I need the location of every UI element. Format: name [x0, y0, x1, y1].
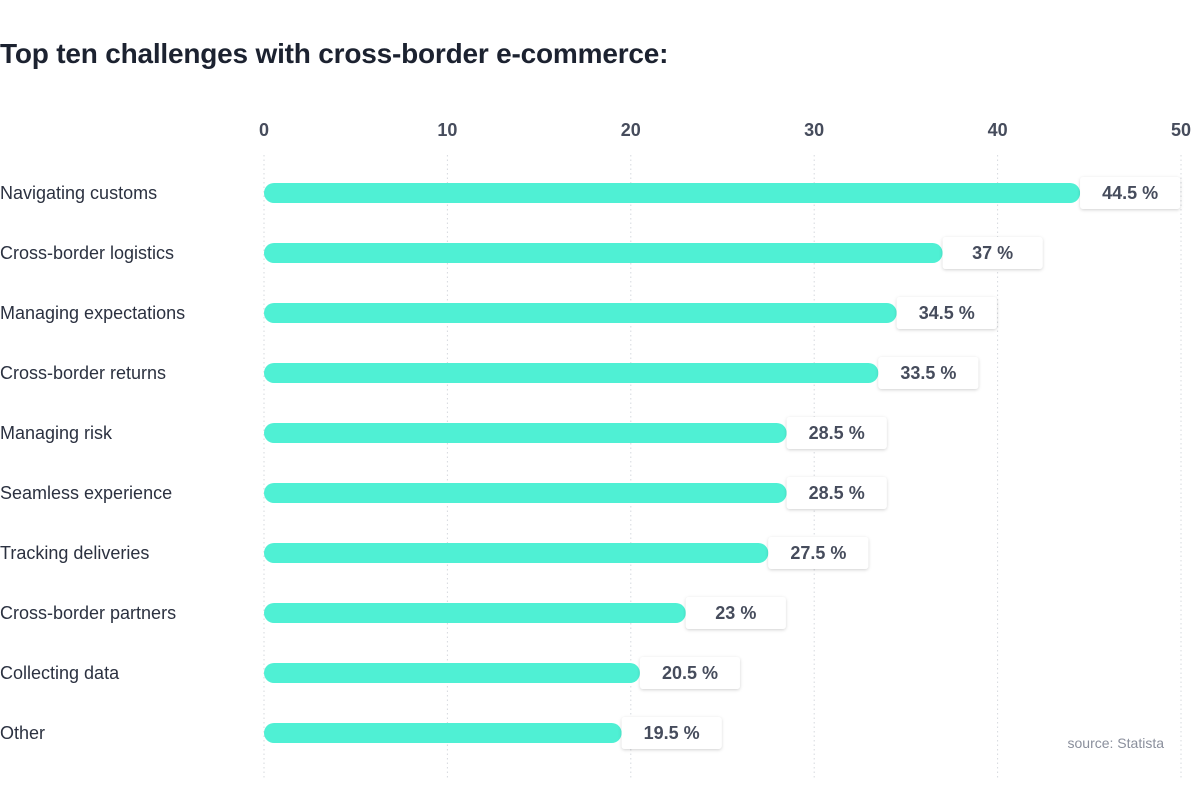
x-tick-label: 50 [1171, 120, 1191, 140]
bar [264, 483, 787, 503]
value-label-box [942, 237, 1043, 269]
value-label: 33.5 % [900, 363, 956, 383]
bar [264, 603, 686, 623]
category-label: Collecting data [0, 663, 120, 683]
category-label: Cross-border logistics [0, 243, 174, 263]
category-label: Seamless experience [0, 483, 172, 503]
x-tick-label: 20 [621, 120, 641, 140]
value-label-box [786, 477, 887, 509]
value-label: 28.5 % [809, 483, 865, 503]
value-label: 34.5 % [919, 303, 975, 323]
bar [264, 423, 787, 443]
bar [264, 543, 769, 563]
value-label-box [878, 357, 979, 389]
value-label: 28.5 % [809, 423, 865, 443]
category-label: Managing expectations [0, 303, 185, 323]
category-label: Cross-border returns [0, 363, 166, 383]
bar [264, 723, 622, 743]
bar [264, 243, 943, 263]
value-label-box [1080, 177, 1181, 209]
x-tick-label: 0 [259, 120, 269, 140]
value-label: 44.5 % [1102, 183, 1158, 203]
chart-title: Top ten challenges with cross-border e-c… [0, 38, 669, 69]
bar [264, 303, 897, 323]
bar [264, 183, 1081, 203]
value-label-box [639, 657, 740, 689]
value-label-box [621, 717, 722, 749]
category-label: Tracking deliveries [0, 543, 149, 563]
value-label-box [896, 297, 997, 329]
bar [264, 663, 640, 683]
x-tick-label: 10 [437, 120, 457, 140]
value-label: 37 % [972, 243, 1013, 263]
bar [264, 363, 879, 383]
value-label: 20.5 % [662, 663, 718, 683]
category-label: Other [0, 723, 45, 743]
x-tick-label: 40 [988, 120, 1008, 140]
category-label: Navigating customs [0, 183, 157, 203]
value-label: 27.5 % [790, 543, 846, 563]
value-label: 19.5 % [644, 723, 700, 743]
source-note: source: Statista [1067, 735, 1165, 751]
value-label-box [685, 597, 786, 629]
value-label-box [768, 537, 869, 569]
x-tick-label: 30 [804, 120, 824, 140]
value-label-box [786, 417, 887, 449]
category-label: Cross-border partners [0, 603, 176, 623]
value-label: 23 % [715, 603, 756, 623]
category-label: Managing risk [0, 423, 113, 443]
